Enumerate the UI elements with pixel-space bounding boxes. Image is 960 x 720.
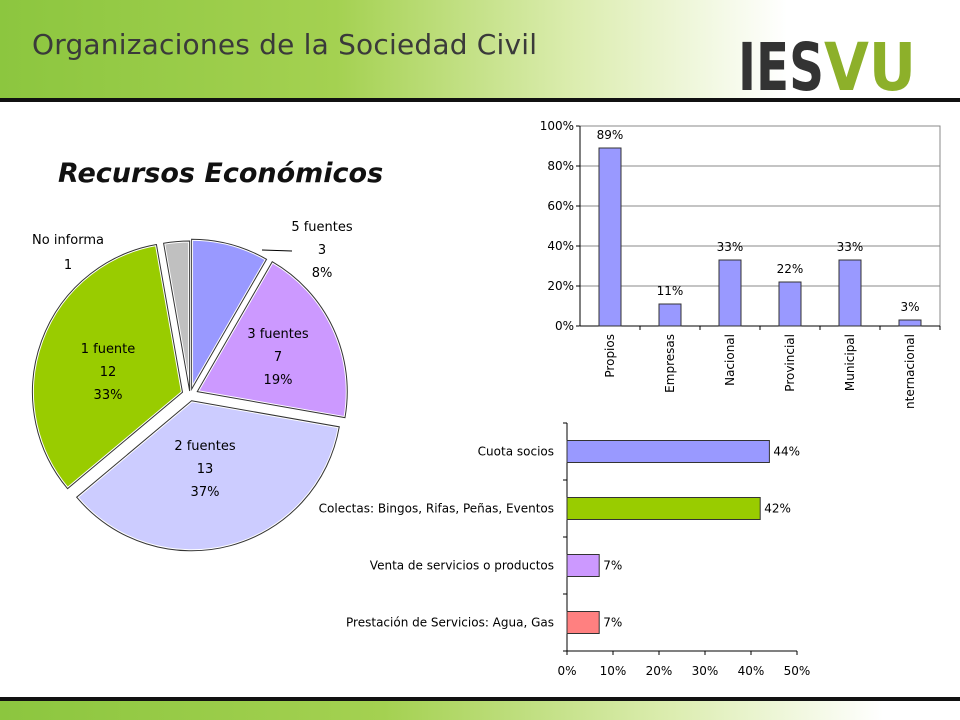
pie-value-label: 3 (318, 243, 326, 258)
logo-ies-text: IES (738, 29, 824, 94)
funding-source-bar-chart: 0% 20% 40% 60% 80% 100% 89% Propios 11% Empresas 3… (540, 119, 941, 410)
bar-value-label: 89% (597, 128, 624, 142)
bar (598, 147, 622, 327)
pie-value-label: 12 (100, 365, 117, 380)
logo-vu-text: VU (824, 29, 916, 94)
x-tick-label: Internacional (903, 334, 917, 410)
pie-label: 5 fuentes (291, 220, 353, 235)
bar (658, 303, 682, 327)
pie-slice-outline (75, 400, 340, 552)
pie-chart: 5 fuentes 3 8% 3 fuentes 7 19% 2 fuentes 13 37% 1… (31, 220, 353, 553)
y-tick-label: Cuota socios (478, 445, 554, 459)
x-tick-label: 0% (557, 664, 576, 678)
y-tick-label: 100% (540, 119, 574, 133)
pie-value-label: 1 (64, 258, 72, 273)
x-tick-label: Municipal (843, 334, 857, 391)
pie-slice-outline (196, 261, 348, 419)
pie-percent-label: 8% (312, 266, 333, 281)
pie-value-label: 13 (197, 462, 214, 477)
y-tick-label: 60% (547, 199, 574, 213)
bar (566, 440, 770, 463)
pie-slice-outline (163, 240, 191, 392)
x-tick-label: 30% (692, 664, 719, 678)
bar (778, 281, 802, 327)
y-tick-label: Venta de servicios o productos (370, 559, 554, 573)
pie-label: 3 fuentes (247, 327, 309, 342)
x-tick-label: Nacional (723, 334, 737, 386)
y-tick-label: 80% (547, 159, 574, 173)
income-type-bar-chart: 44% Cuota socios 42% Colectas: Bingos, Rifa… (319, 422, 811, 678)
pie-slice-outline (191, 238, 268, 392)
y-tick-label: 20% (547, 279, 574, 293)
x-tick-label: 10% (600, 664, 627, 678)
x-tick-label: 20% (646, 664, 673, 678)
section-heading: Recursos Económicos (58, 158, 384, 189)
x-tick-label: Provincial (783, 334, 797, 392)
pie-percent-label: 19% (264, 373, 293, 388)
y-tick-label: 40% (547, 239, 574, 253)
bar-value-label: 44% (773, 445, 800, 459)
pie-label: 1 fuente (81, 342, 136, 357)
footer-band (0, 701, 960, 720)
y-tick-label: Prestación de Servicios: Agua, Gas (346, 616, 554, 630)
bar (898, 319, 922, 327)
page-title: Organizaciones de la Sociedad Civil (32, 28, 538, 61)
pie-value-label: 7 (274, 350, 282, 365)
footer-divider (0, 697, 960, 701)
y-tick-label: 0% (555, 319, 574, 333)
bar-value-label: 33% (717, 240, 744, 254)
pie-leader-line (261, 249, 293, 252)
plot-area (579, 125, 941, 327)
bar (566, 554, 600, 577)
bar-value-label: 7% (603, 559, 622, 573)
bar-value-label: 42% (764, 502, 791, 516)
pie-label: 2 fuentes (174, 439, 236, 454)
bar-value-label: 11% (657, 284, 684, 298)
bar-value-label: 3% (900, 300, 919, 314)
header-divider (0, 98, 960, 102)
pie-label: No informa (32, 233, 104, 248)
pie-percent-label: 37% (191, 485, 220, 500)
x-tick-label: Empresas (663, 334, 677, 393)
x-tick-label: 50% (784, 664, 811, 678)
bar (838, 259, 862, 327)
bar (566, 497, 761, 520)
header-band (0, 0, 960, 98)
bar (718, 259, 742, 327)
pie-percent-label: 33% (94, 388, 123, 403)
bar-value-label: 7% (603, 616, 622, 630)
pie-slice-outline (32, 243, 184, 490)
x-tick-label: 40% (738, 664, 765, 678)
iesvu-logo: IES VU (738, 29, 916, 94)
bar (566, 611, 600, 634)
bar-value-label: 33% (837, 240, 864, 254)
bar-value-label: 22% (777, 262, 804, 276)
x-tick-label: Propios (603, 334, 617, 378)
y-tick-label: Colectas: Bingos, Rifas, Peñas, Eventos (319, 502, 554, 516)
